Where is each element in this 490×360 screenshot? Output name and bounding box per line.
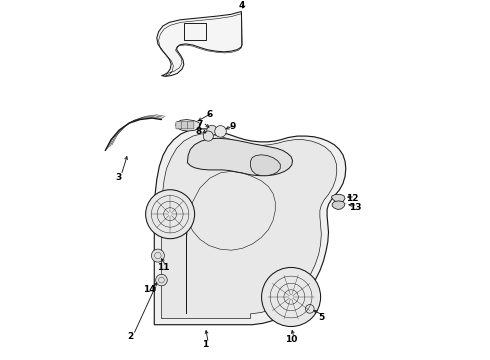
Circle shape bbox=[156, 274, 167, 286]
Polygon shape bbox=[162, 134, 337, 319]
Polygon shape bbox=[176, 120, 200, 131]
Circle shape bbox=[146, 190, 195, 239]
Polygon shape bbox=[187, 138, 293, 176]
Circle shape bbox=[207, 125, 217, 135]
Text: 5: 5 bbox=[318, 313, 324, 322]
Text: 12: 12 bbox=[346, 194, 359, 203]
Polygon shape bbox=[332, 201, 345, 210]
Polygon shape bbox=[157, 12, 242, 76]
Circle shape bbox=[262, 267, 320, 327]
Text: 14: 14 bbox=[143, 285, 156, 294]
Text: 1: 1 bbox=[202, 341, 209, 349]
Circle shape bbox=[215, 126, 226, 137]
Text: 6: 6 bbox=[207, 110, 213, 119]
Circle shape bbox=[203, 131, 213, 141]
Polygon shape bbox=[250, 155, 280, 176]
FancyBboxPatch shape bbox=[182, 122, 188, 129]
Text: 8: 8 bbox=[195, 127, 201, 136]
Circle shape bbox=[151, 249, 164, 262]
FancyBboxPatch shape bbox=[176, 122, 182, 129]
Text: 13: 13 bbox=[348, 202, 361, 211]
Text: 4: 4 bbox=[238, 1, 245, 10]
Polygon shape bbox=[331, 194, 345, 202]
Text: 3: 3 bbox=[115, 173, 122, 181]
Polygon shape bbox=[154, 129, 346, 325]
FancyBboxPatch shape bbox=[187, 122, 194, 129]
Text: 11: 11 bbox=[157, 263, 169, 271]
Text: 10: 10 bbox=[285, 335, 297, 343]
Text: 9: 9 bbox=[229, 122, 236, 131]
Text: 2: 2 bbox=[127, 332, 134, 341]
Text: 7: 7 bbox=[197, 120, 203, 129]
